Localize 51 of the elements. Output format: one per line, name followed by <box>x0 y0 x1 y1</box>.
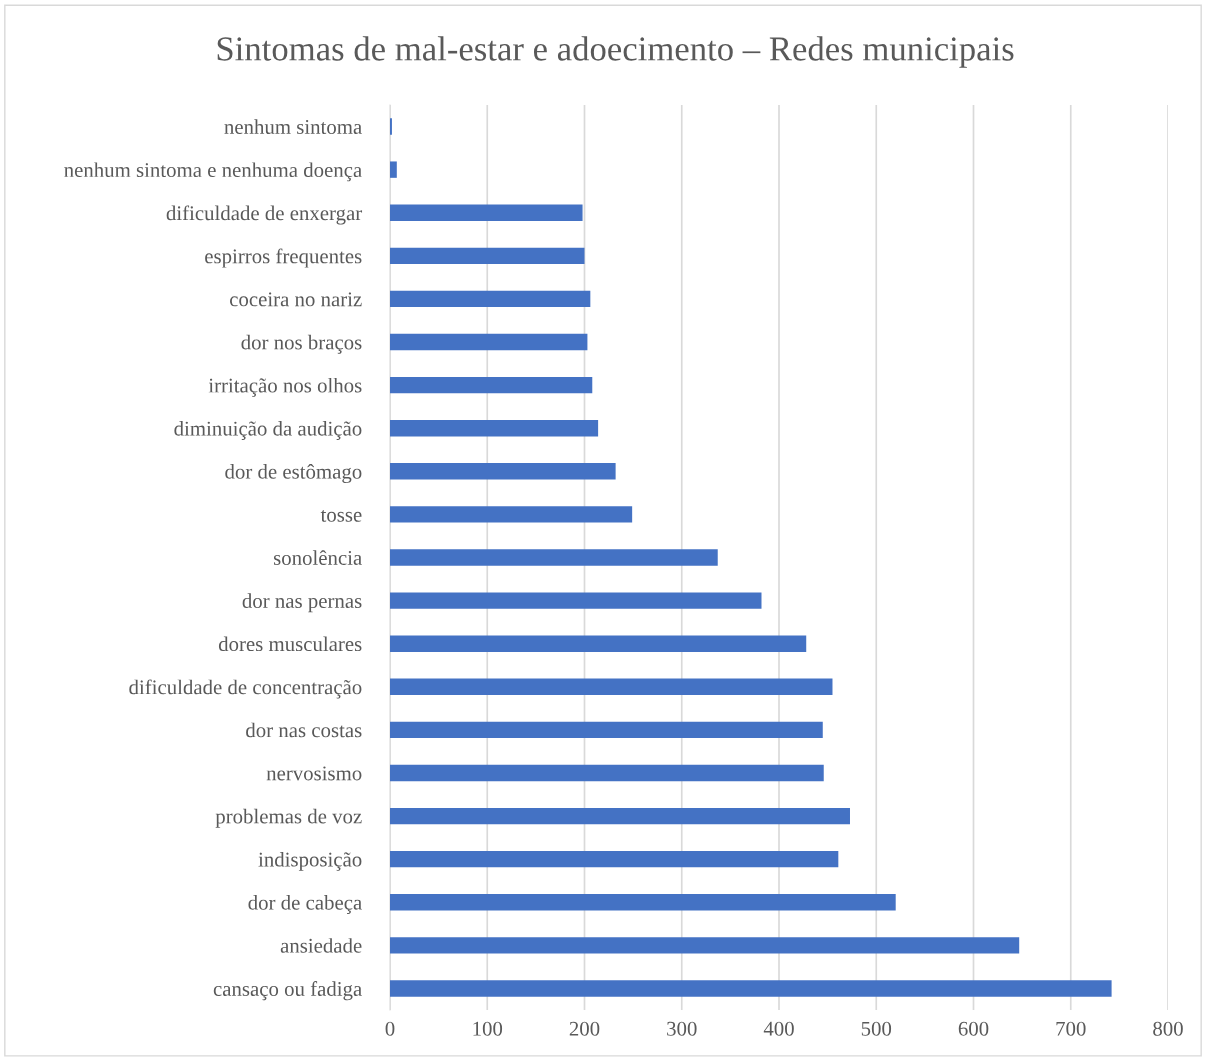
y-tick-label: coceira no nariz <box>230 292 362 307</box>
bar <box>390 635 807 652</box>
bar <box>390 894 896 911</box>
y-tick-label: diminuição da audição <box>174 420 362 440</box>
bar <box>390 850 839 868</box>
y-tick-label: sonolência <box>273 550 362 565</box>
bar <box>390 247 585 265</box>
y-tick-label: dificuldade de concentração <box>129 679 362 699</box>
bar <box>390 764 824 782</box>
bar <box>390 333 588 351</box>
bar <box>390 721 823 739</box>
bar <box>390 161 397 178</box>
x-tick-label: 100 <box>473 1021 503 1036</box>
y-tick-label: dor de estômago <box>225 464 362 484</box>
y-tick-label: dores musculares <box>218 636 362 652</box>
bar <box>390 376 593 394</box>
bar <box>390 980 1112 997</box>
x-tick-label: 600 <box>958 1021 989 1036</box>
bar <box>390 463 616 480</box>
chart-title: Sintomas de mal-estar e adoecimento – Redes municipais <box>217 36 1014 68</box>
x-tick-label: 700 <box>1056 1021 1086 1036</box>
y-tick-label: dor nos braços <box>241 334 362 354</box>
y-tick-label: dor nas pernas <box>242 593 362 613</box>
y-tick-label: dor nas costas <box>246 722 362 738</box>
bar <box>390 420 599 437</box>
x-tick-label: 500 <box>861 1021 892 1036</box>
x-tick-label: 800 <box>1153 1021 1183 1036</box>
bar <box>390 592 762 609</box>
y-tick-label: tosse <box>320 509 362 522</box>
y-tick-label: irritação nos olhos <box>208 377 362 397</box>
x-tick-label: 400 <box>763 1021 794 1036</box>
y-tick-label: dificuldade de enxergar <box>166 205 363 225</box>
bar <box>390 937 1020 954</box>
y-tick-label: problemas de voz <box>215 808 362 828</box>
y-tick-label: ansiedade <box>280 938 362 953</box>
bar <box>390 807 850 825</box>
y-tick-label: nervosismo <box>266 766 362 781</box>
y-tick-label: cansaço ou fadiga <box>213 981 362 1001</box>
y-tick-label: nenhum sintoma e nenhuma doença <box>64 162 362 182</box>
y-tick-label: nenhum sintoma <box>224 119 362 134</box>
bar <box>390 204 583 221</box>
bar <box>390 549 718 566</box>
x-tick-label: 200 <box>569 1021 600 1036</box>
bar <box>390 506 633 523</box>
bar <box>390 290 591 308</box>
bar <box>390 678 833 695</box>
y-tick-label: dor de cabeça <box>248 895 362 914</box>
y-tick-label: espirros frequentes <box>205 248 362 268</box>
x-tick-label: 300 <box>667 1021 697 1036</box>
x-tick-label: 0 <box>385 1021 395 1036</box>
y-tick-label: indisposição <box>258 851 362 871</box>
